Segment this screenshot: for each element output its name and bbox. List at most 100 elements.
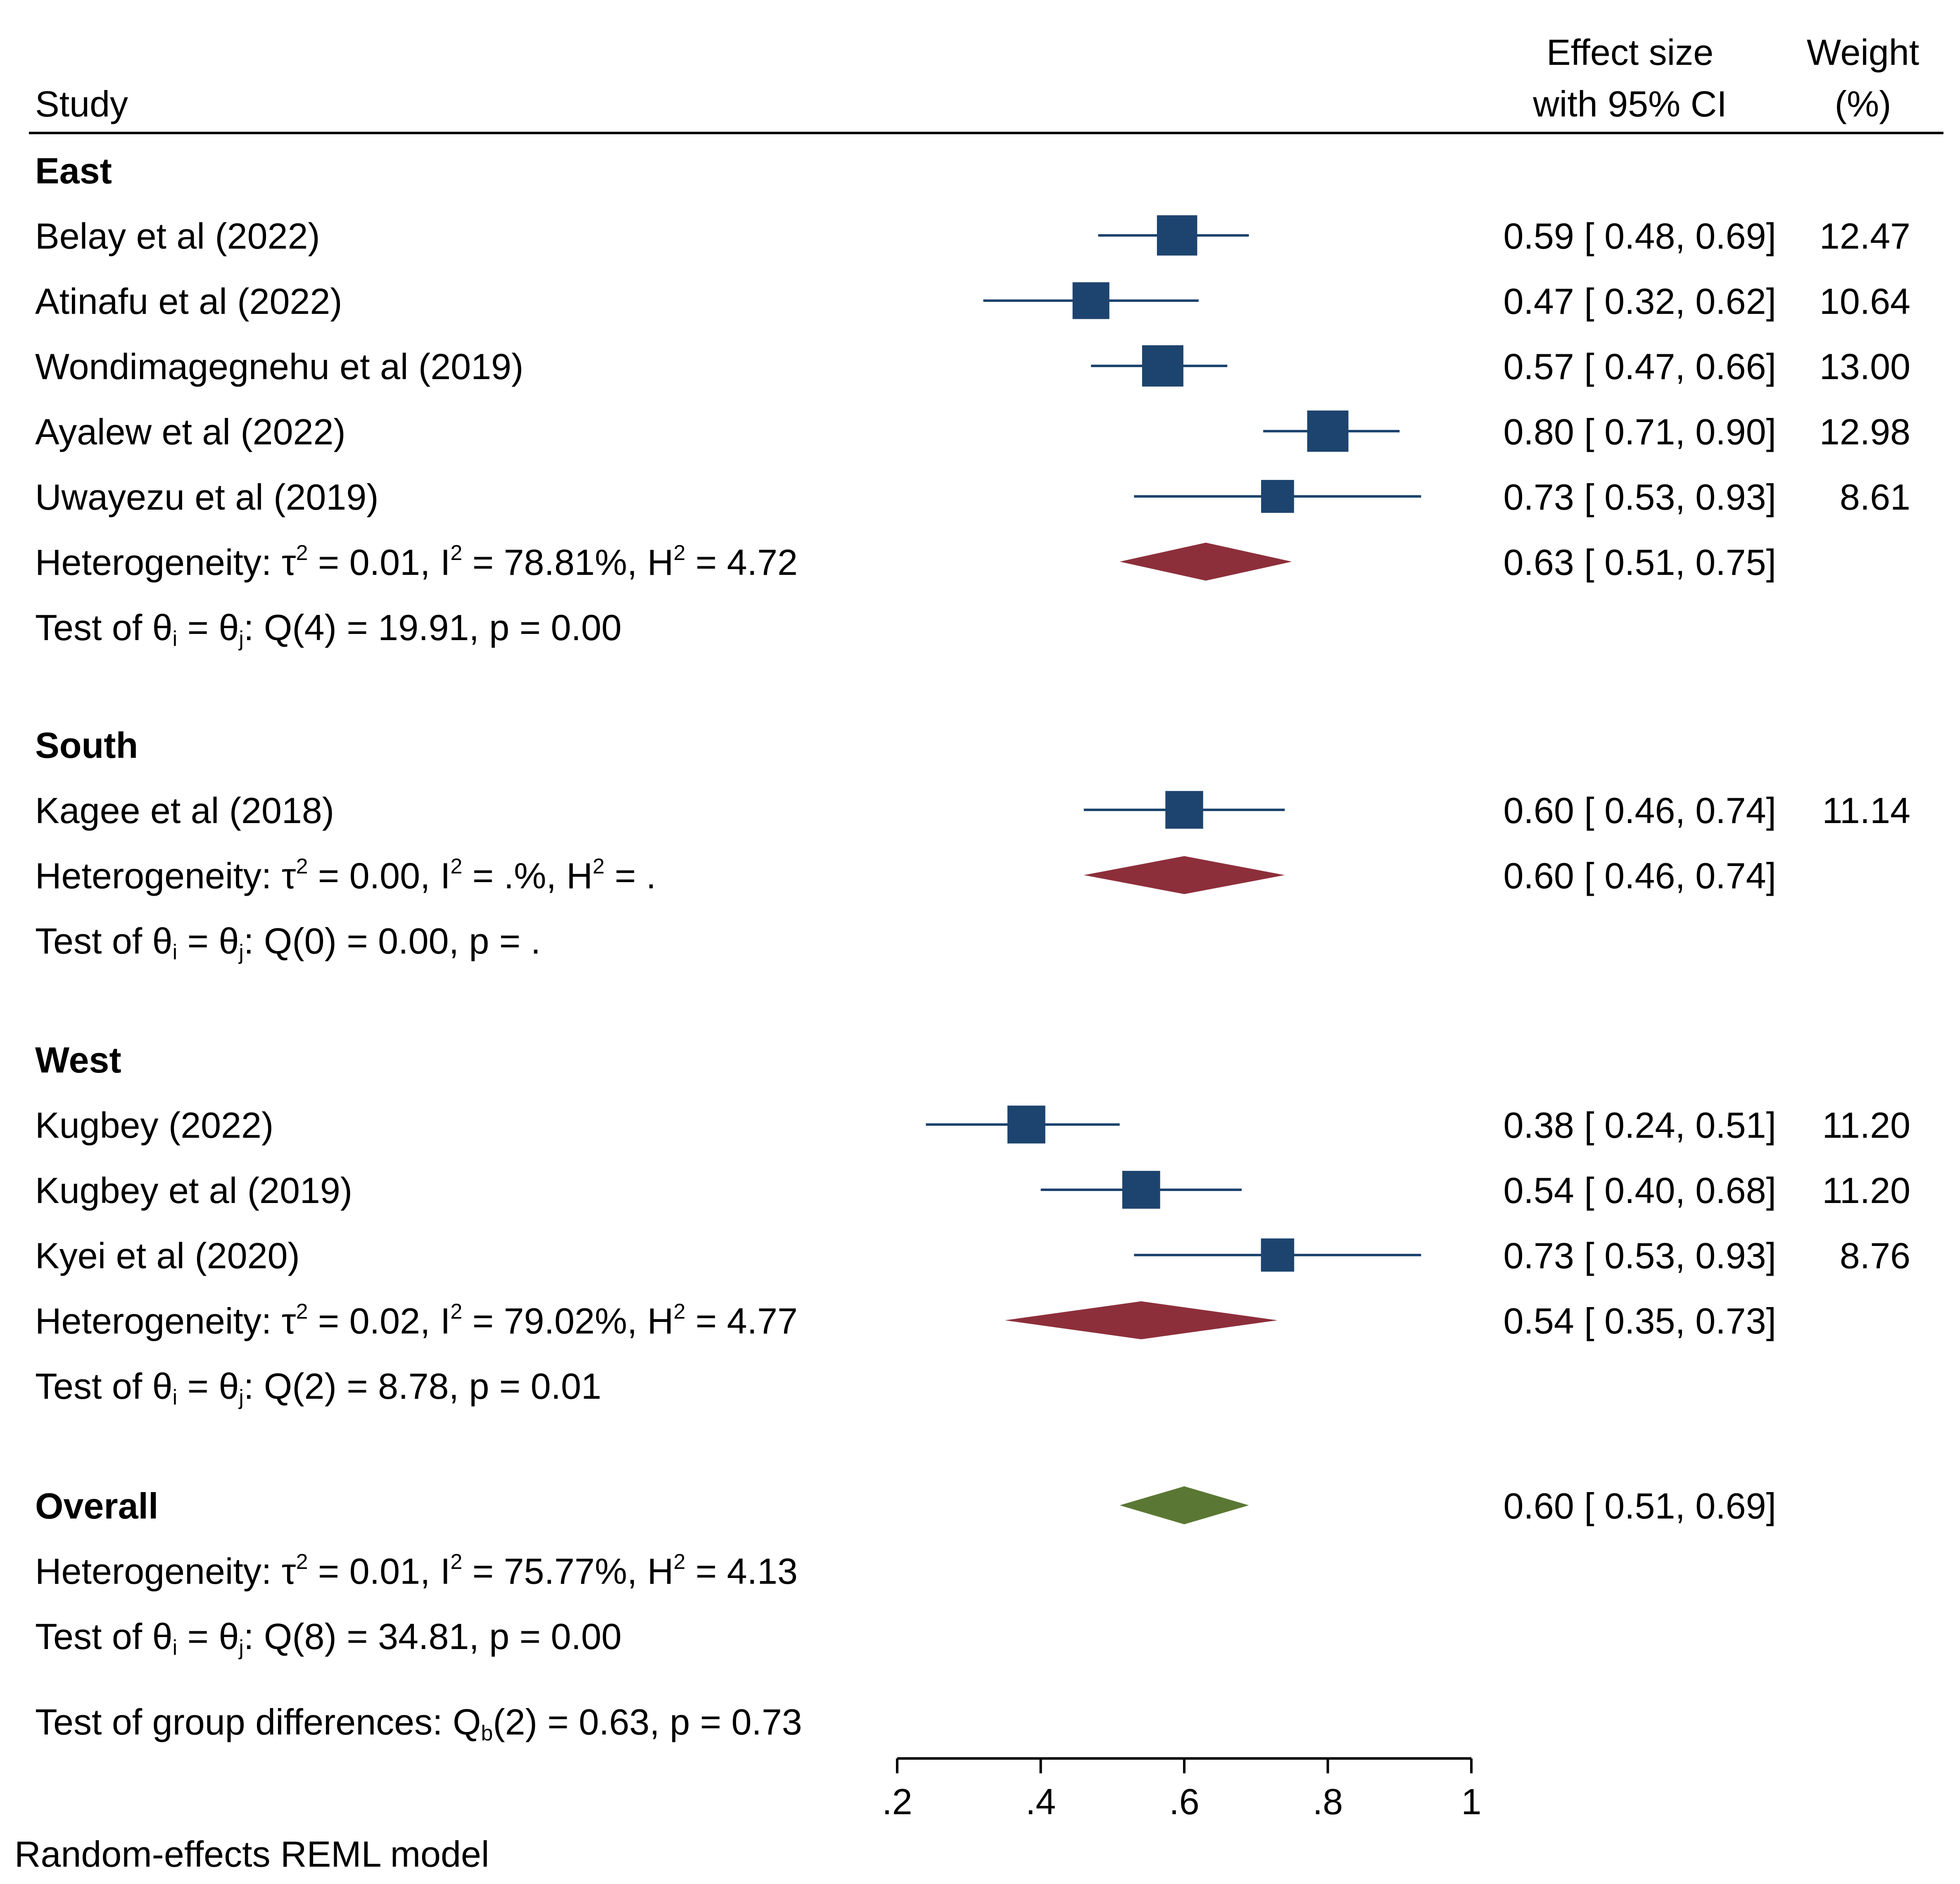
subgroup-homogeneity-test: Test of θi = θj: Q(4) = 19.91, p = 0.00 <box>35 607 622 651</box>
group-label: South <box>35 725 138 766</box>
het-i2-value: = .%, H <box>462 855 592 896</box>
het-h2-value: = 4.72 <box>685 542 798 583</box>
het-i2-sup: 2 <box>450 541 462 565</box>
weight-text: 11.20 <box>1822 1170 1910 1211</box>
weight-text: 8.76 <box>1840 1235 1910 1276</box>
header-study: Study <box>35 83 128 124</box>
het-i2-sup: 2 <box>450 854 462 878</box>
weight-text: 8.61 <box>1840 477 1910 517</box>
test-rest: : Q(0) = 0.00, p = . <box>244 921 541 961</box>
plot-rows: East Belay et al (2022) 0.59 [ 0.48, 0.69]… <box>35 150 1910 1745</box>
het-tau-value: = 0.00, I <box>308 855 450 896</box>
group-test-sub: b <box>481 1721 493 1745</box>
study-label: Ayalew et al (2022) <box>35 411 346 452</box>
test-mid: = θ <box>177 921 239 961</box>
test-sub-i: i <box>173 1636 178 1660</box>
group-south: South Kagee et al (2018) 0.60 [ 0.46, 0.74… <box>35 725 1910 964</box>
subgroup-heterogeneity: Heterogeneity: τ2 = 0.01, I2 = 78.81%, H… <box>35 541 798 583</box>
effect-ci-text: 0.73 [ 0.53, 0.93] <box>1503 1235 1776 1276</box>
x-axis: .2 .4 .6 .8 1 <box>882 1757 1482 1822</box>
study-label: Belay et al (2022) <box>35 216 320 256</box>
effect-marker <box>1261 480 1294 513</box>
header-effect-line1: Effect size <box>1547 32 1713 73</box>
effect-marker <box>1072 282 1109 319</box>
study-label: Kagee et al (2018) <box>35 790 334 831</box>
weight-text: 10.64 <box>1820 281 1910 322</box>
group-west: West Kugbey (2022) 0.38 [ 0.24, 0.51] 11.20… <box>35 1039 1910 1409</box>
test-prefix: Test of θ <box>35 1616 173 1657</box>
het-tau-sup: 2 <box>296 1550 308 1574</box>
test-prefix: Test of θ <box>35 1366 173 1407</box>
study-row: Atinafu et al (2022) 0.47 [ 0.32, 0.62] 10… <box>35 281 1910 322</box>
subgroup-diamond <box>1005 1301 1278 1339</box>
study-label: Wondimagegnehu et al (2019) <box>35 346 523 387</box>
het-i2-value: = 75.77%, H <box>462 1551 673 1592</box>
group-label: East <box>35 150 112 191</box>
test-sub-i: i <box>173 1386 178 1409</box>
study-row: Wondimagegnehu et al (2019) 0.57 [ 0.47, … <box>35 345 1910 387</box>
effect-ci-text: 0.60 [ 0.46, 0.74] <box>1503 790 1776 831</box>
overall: Overall 0.60 [ 0.51, 0.69] Heterogeneity: … <box>35 1485 1776 1745</box>
overall-heterogeneity: Heterogeneity: τ2 = 0.01, I2 = 75.77%, H… <box>35 1550 798 1592</box>
study-row: Kugbey (2022) 0.38 [ 0.24, 0.51] 11.20 <box>35 1105 1910 1146</box>
het-i2-value: = 79.02%, H <box>462 1300 673 1341</box>
het-prefix: Heterogeneity: τ <box>35 542 296 583</box>
effect-ci-text: 0.57 [ 0.47, 0.66] <box>1503 346 1776 387</box>
het-tau-value: = 0.01, I <box>308 1551 450 1592</box>
het-tau-value: = 0.01, I <box>308 542 450 583</box>
x-tick-label: 1 <box>1461 1781 1482 1822</box>
test-sub-j: j <box>238 940 244 964</box>
group-differences-test: Test of group differences: Qb(2) = 0.63,… <box>35 1701 802 1745</box>
study-label: Kyei et al (2020) <box>35 1235 300 1276</box>
het-h2-value: = 4.13 <box>685 1551 798 1592</box>
het-tau-value: = 0.02, I <box>308 1300 450 1341</box>
subgroup-pooled: Heterogeneity: τ2 = 0.00, I2 = .%, H2 = … <box>35 854 1776 896</box>
test-sub-j: j <box>238 627 244 651</box>
test-sub-j: j <box>238 1386 244 1409</box>
header-effect-line2: with 95% CI <box>1532 83 1727 124</box>
effect-ci-text: 0.38 [ 0.24, 0.51] <box>1503 1105 1776 1146</box>
group-label: West <box>35 1039 121 1080</box>
overall-homogeneity-test: Test of θi = θj: Q(8) = 34.81, p = 0.00 <box>35 1616 622 1660</box>
effect-marker <box>1007 1106 1045 1144</box>
subgroup-ci-text: 0.60 [ 0.46, 0.74] <box>1503 855 1776 896</box>
weight-text: 11.14 <box>1822 790 1910 831</box>
study-row: Belay et al (2022) 0.59 [ 0.48, 0.69] 12.4… <box>35 215 1910 256</box>
study-label: Kugbey et al (2019) <box>35 1170 352 1211</box>
study-row: Kugbey et al (2019) 0.54 [ 0.40, 0.68] 11.… <box>35 1170 1910 1211</box>
effect-marker <box>1142 345 1183 387</box>
test-sub-j: j <box>238 1636 244 1660</box>
study-label: Kugbey (2022) <box>35 1105 273 1146</box>
het-i2-sup: 2 <box>450 1550 462 1574</box>
effect-marker <box>1122 1171 1160 1209</box>
weight-text: 12.47 <box>1820 216 1910 256</box>
test-prefix: Test of θ <box>35 921 173 961</box>
subgroup-diamond <box>1083 856 1285 894</box>
test-sub-i: i <box>173 627 178 651</box>
overall-ci-text: 0.60 [ 0.51, 0.69] <box>1503 1485 1776 1526</box>
effect-marker <box>1157 215 1197 256</box>
het-prefix: Heterogeneity: τ <box>35 1551 296 1592</box>
het-i2-value: = 78.81%, H <box>462 542 673 583</box>
overall-diamond <box>1119 1486 1249 1524</box>
table-header: Study Effect size with 95% CI Weight (%) <box>29 32 1943 134</box>
test-rest: : Q(2) = 8.78, p = 0.01 <box>244 1366 601 1407</box>
study-label: Atinafu et al (2022) <box>35 281 342 322</box>
test-rest: : Q(8) = 34.81, p = 0.00 <box>244 1616 622 1657</box>
effect-marker <box>1307 410 1349 452</box>
group-east: East Belay et al (2022) 0.59 [ 0.48, 0.69]… <box>35 150 1910 651</box>
subgroup-homogeneity-test: Test of θi = θj: Q(0) = 0.00, p = . <box>35 921 541 964</box>
test-mid: = θ <box>177 1366 239 1407</box>
het-tau-sup: 2 <box>296 854 308 878</box>
test-mid: = θ <box>177 607 239 648</box>
group-test-prefix: Test of group differences: Q <box>35 1701 481 1742</box>
x-tick-label: .8 <box>1313 1781 1343 1822</box>
x-tick-label: .6 <box>1169 1781 1199 1822</box>
subgroup-pooled: Heterogeneity: τ2 = 0.02, I2 = 79.02%, H… <box>35 1300 1776 1341</box>
group-test-rest: (2) = 0.63, p = 0.73 <box>493 1701 802 1742</box>
effect-ci-text: 0.73 [ 0.53, 0.93] <box>1503 477 1776 517</box>
het-h2-value: = 4.77 <box>685 1300 798 1341</box>
x-tick-label: .2 <box>882 1781 912 1822</box>
effect-ci-text: 0.54 [ 0.40, 0.68] <box>1503 1170 1776 1211</box>
